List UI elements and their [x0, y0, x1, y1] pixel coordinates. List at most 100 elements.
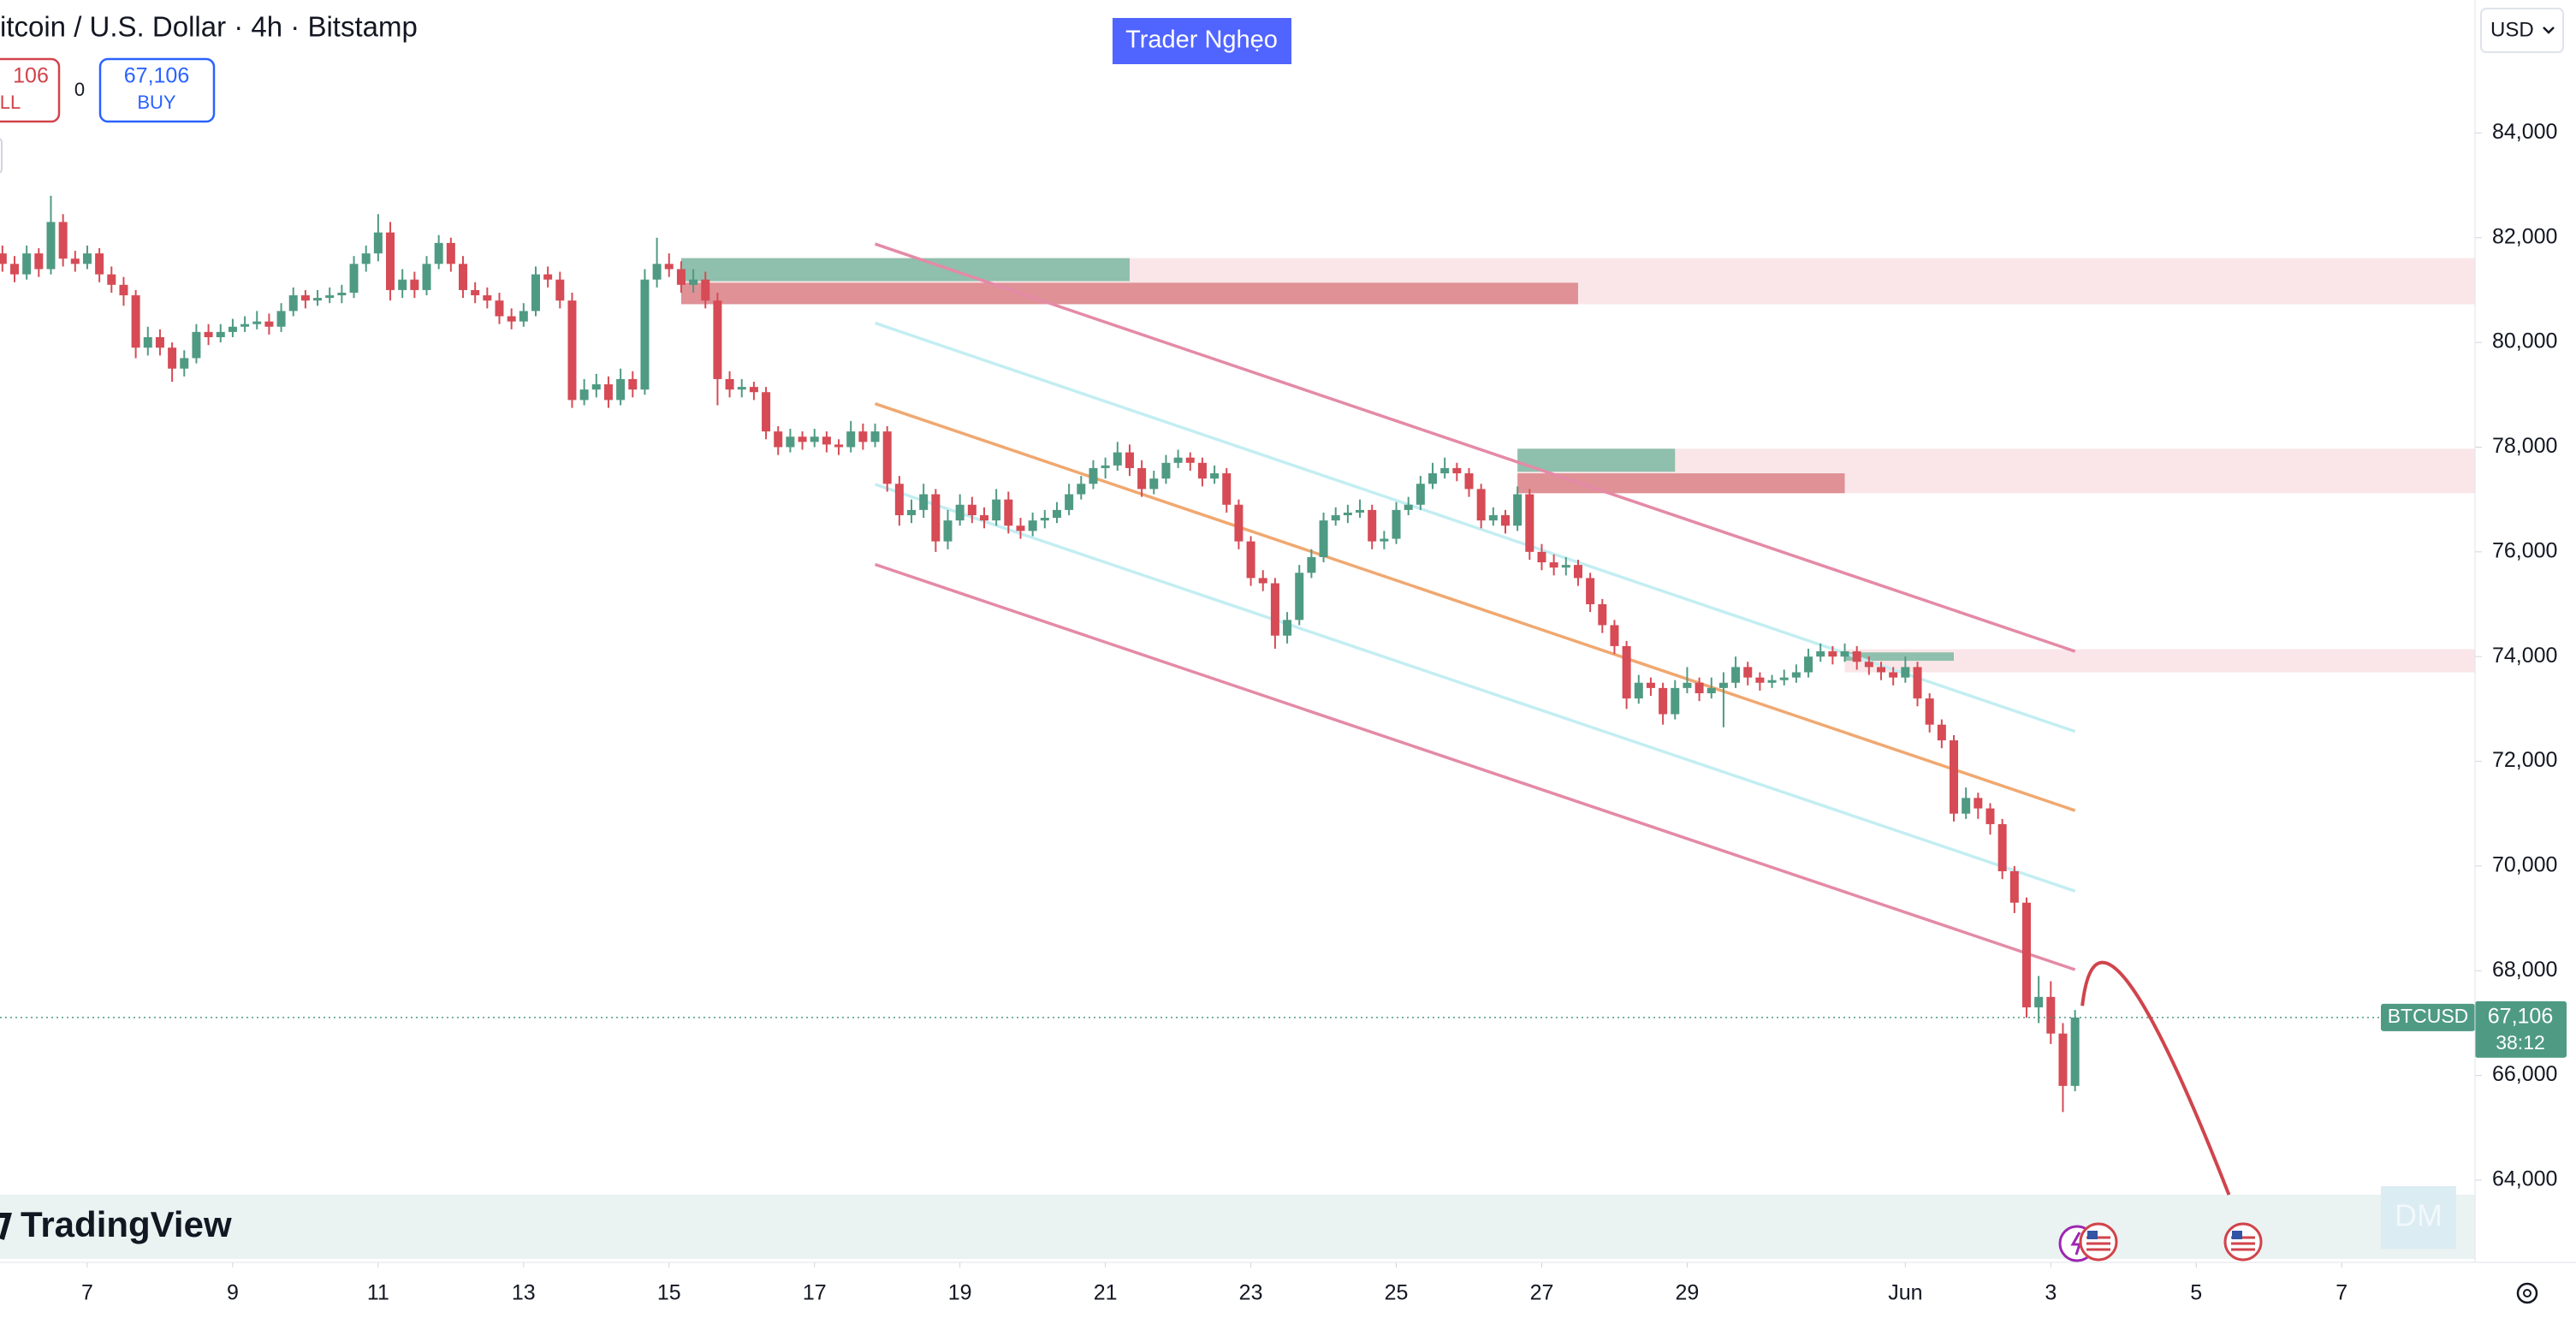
candle-body	[216, 331, 225, 337]
candle-body	[1889, 672, 1898, 678]
candle-body	[1077, 484, 1086, 495]
zone	[1844, 652, 1955, 662]
candle-body	[1646, 682, 1655, 688]
candle-body	[264, 321, 274, 327]
candle-body	[1137, 467, 1147, 490]
y-tick-label: 68,000	[2492, 958, 2557, 982]
x-tick-label: 7	[2336, 1281, 2347, 1305]
candle-body	[1380, 538, 1389, 542]
buy-label: BUY	[137, 92, 176, 113]
candle-body	[1016, 525, 1025, 531]
zone	[1517, 473, 1845, 494]
price-tag	[2475, 1000, 2567, 1058]
candle-body	[373, 232, 383, 254]
candle-body	[1283, 620, 1292, 636]
channel-line	[874, 562, 2076, 971]
watermark: Trader Nghẹo	[1125, 27, 1278, 54]
candle-body	[1985, 808, 1995, 824]
logo-mark	[0, 1213, 12, 1240]
candle-body	[603, 384, 613, 401]
x-tick-label: 21	[1094, 1281, 1118, 1305]
candle-body	[1161, 462, 1171, 479]
panel-toggle[interactable]	[0, 138, 3, 174]
candle-body	[640, 279, 650, 390]
x-tick-label: 7	[81, 1281, 93, 1305]
candle-body	[1416, 484, 1425, 505]
candle-body	[749, 387, 758, 393]
candle-body	[1864, 662, 1873, 668]
y-tick-label: 74,000	[2492, 644, 2557, 668]
candle-body	[95, 253, 104, 275]
candle-body	[1683, 682, 1692, 688]
flag-canton	[2232, 1231, 2242, 1239]
candle-body	[567, 300, 577, 401]
x-tick-label: 19	[948, 1281, 972, 1305]
x-tick-label: 25	[1385, 1281, 1409, 1305]
candle-body	[1052, 509, 1061, 519]
candle-body	[361, 253, 371, 264]
x-tick-label: 29	[1676, 1281, 1700, 1305]
candle-body	[1113, 452, 1122, 466]
candle-body	[459, 264, 468, 290]
candle-body	[1089, 467, 1098, 484]
candle-body	[616, 378, 626, 401]
candle-body	[422, 264, 431, 290]
candle-body	[810, 436, 819, 442]
candle-body	[1222, 473, 1232, 505]
event-icon[interactable]	[2223, 1222, 2263, 1262]
candle-body	[737, 387, 746, 390]
candle-body	[0, 253, 7, 264]
candle-body	[2046, 996, 2056, 1034]
candle-body	[1258, 578, 1267, 584]
channel-line	[874, 483, 2076, 893]
candle-body	[882, 431, 892, 484]
candle-body	[1428, 473, 1438, 484]
candle-body	[1804, 656, 1813, 673]
candle-body	[894, 484, 904, 515]
candle-body	[1840, 651, 1849, 657]
candle-body	[325, 295, 335, 299]
candle-body	[1331, 514, 1340, 521]
candle-body	[313, 298, 323, 301]
candle-body	[798, 436, 807, 442]
candle-body	[931, 494, 941, 542]
candle-body	[46, 222, 56, 270]
candle-body	[1234, 504, 1243, 542]
dropdown-chevron	[2543, 27, 2555, 34]
candle-body	[858, 431, 868, 442]
x-tick-label: 13	[512, 1281, 536, 1305]
candle-body	[410, 279, 419, 290]
sell-button[interactable]	[0, 57, 61, 123]
x-tick-label: 27	[1530, 1281, 1554, 1305]
candle-body	[1731, 667, 1741, 683]
candle-body	[1573, 565, 1582, 579]
candle-body	[204, 331, 213, 337]
candle-body	[1028, 520, 1037, 531]
buy-button[interactable]	[98, 57, 216, 123]
candle-body	[228, 326, 237, 332]
event-ring	[2223, 1222, 2263, 1262]
event-icon[interactable]	[2079, 1222, 2118, 1262]
candle-body	[1488, 514, 1498, 521]
candle-body	[992, 499, 1001, 521]
candle-body	[591, 384, 601, 390]
projection-curve	[2080, 960, 2231, 1196]
event-glyph	[2070, 1232, 2082, 1256]
candle-body	[543, 274, 553, 280]
candle-body	[1210, 473, 1220, 479]
candle-body	[846, 431, 856, 448]
candle-body	[870, 431, 880, 442]
candle-body	[2009, 871, 2019, 903]
candle-body	[834, 444, 844, 448]
currency-dropdown[interactable]	[2480, 8, 2564, 53]
candle-body	[2058, 1033, 2068, 1086]
candle-body	[276, 311, 286, 327]
candle-body	[1997, 823, 2007, 872]
candle-body	[1767, 680, 1777, 683]
settings-button[interactable]	[2516, 1282, 2538, 1304]
candle-body	[252, 321, 262, 324]
candle-body	[1319, 520, 1328, 557]
candle-body	[9, 264, 19, 275]
y-tick-label: 78,000	[2492, 434, 2557, 458]
flag-canton	[2087, 1231, 2098, 1239]
